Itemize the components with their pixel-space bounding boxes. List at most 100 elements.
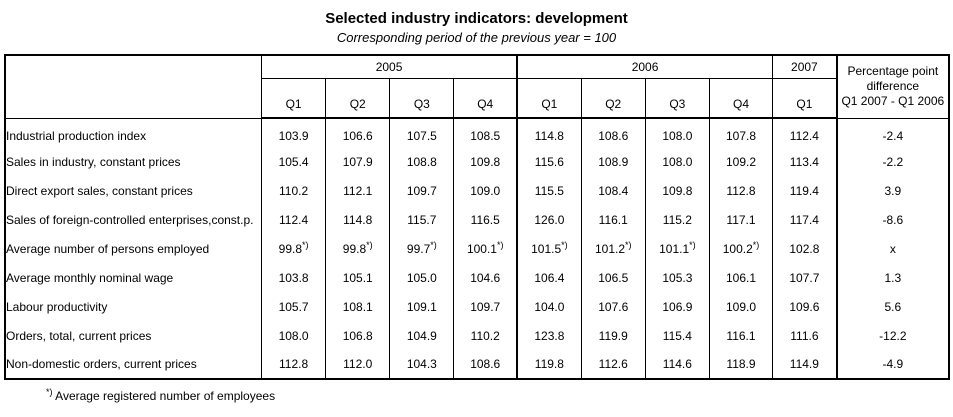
- col-header-2005-q1: Q1: [261, 78, 326, 119]
- diff-header-line: Q1 2007 - Q1 2006: [841, 94, 945, 109]
- value-cell: 99.8*): [325, 234, 390, 263]
- footnote-marker: *): [366, 239, 373, 250]
- diff-cell: -2.2: [835, 147, 949, 176]
- footnote-marker: *): [430, 239, 437, 250]
- value-cell: 107.9: [325, 147, 390, 176]
- value-cell: 115.5: [516, 176, 582, 205]
- value-cell: 99.7*): [389, 234, 454, 263]
- value-cell: 112.1: [325, 176, 390, 205]
- col-header-2007-q1: Q1: [772, 78, 837, 119]
- diff-cell: 5.6: [835, 292, 949, 321]
- value-cell: 109.8: [644, 176, 710, 205]
- table-row: Non-domestic orders, current prices 112.8…: [5, 350, 949, 379]
- stub-header-cell: [5, 55, 262, 119]
- value-cell: 119.8: [516, 350, 582, 379]
- diff-header-line: difference: [866, 79, 920, 94]
- value-cell: 101.2*): [580, 234, 646, 263]
- value-cell: 109.0: [708, 292, 773, 321]
- table-row: Sales of foreign-controlled enterprises,…: [5, 205, 949, 234]
- diff-cell: 3.9: [835, 176, 949, 205]
- footnote-marker: *): [302, 239, 309, 250]
- value-cell: 103.8: [261, 263, 326, 292]
- table-row: Industrial production index 103.9 106.6 107…: [5, 118, 949, 147]
- value-cell: 112.4: [261, 205, 326, 234]
- value-cell: 104.3: [389, 350, 454, 379]
- value-cell: 101.5*): [516, 234, 582, 263]
- value-cell: 106.8: [325, 321, 390, 350]
- diff-cell: -12.2: [835, 321, 949, 350]
- value-cell: 112.4: [772, 118, 837, 147]
- value-cell: 114.8: [516, 118, 582, 147]
- value-cell: 103.9: [261, 118, 326, 147]
- table-row: Labour productivity 105.7 108.1 109.1 109.7 1…: [5, 292, 949, 321]
- value-cell: 126.0: [516, 205, 582, 234]
- value-cell: 112.0: [325, 350, 390, 379]
- value-cell: 108.8: [389, 147, 454, 176]
- row-label: Industrial production index: [6, 128, 147, 143]
- value-cell: 107.5: [389, 118, 454, 147]
- row-label: Labour productivity: [6, 299, 108, 314]
- value-cell: 107.8: [708, 118, 773, 147]
- table-body: Industrial production index 103.9 106.6 107…: [5, 118, 949, 379]
- value-cell: 109.7: [389, 176, 454, 205]
- value-cell: 115.4: [644, 321, 710, 350]
- value-cell: 113.4: [772, 147, 837, 176]
- value-cell: 110.2: [453, 321, 518, 350]
- value-cell: 104.9: [389, 321, 454, 350]
- footnote-marker: *): [561, 239, 568, 250]
- diff-cell: 1.3: [835, 263, 949, 292]
- value-cell: 108.9: [580, 147, 646, 176]
- value-cell: 100.1*): [453, 234, 518, 263]
- value-cell: 105.3: [644, 263, 710, 292]
- value-cell: 114.6: [644, 350, 710, 379]
- value-cell: 116.1: [708, 321, 773, 350]
- value-cell: 107.6: [580, 292, 646, 321]
- value-cell: 105.0: [389, 263, 454, 292]
- diff-cell: -8.6: [835, 205, 949, 234]
- value-cell: 100.2*): [708, 234, 773, 263]
- value-cell: 106.1: [708, 263, 773, 292]
- row-label: Direct export sales, constant prices: [6, 183, 193, 198]
- year-header-2007: 2007: [772, 55, 837, 79]
- col-header-2005-q3: Q3: [389, 78, 454, 119]
- value-cell: 114.9: [772, 350, 837, 379]
- value-cell: 106.6: [325, 118, 390, 147]
- value-cell: 117.4: [772, 205, 837, 234]
- value-cell: 105.1: [325, 263, 390, 292]
- value-cell: 109.6: [772, 292, 837, 321]
- col-header-2006-q4: Q4: [708, 78, 773, 119]
- footnote-marker: *): [752, 239, 760, 250]
- value-cell: 110.2: [261, 176, 326, 205]
- value-cell: 119.4: [772, 176, 837, 205]
- value-cell: 104.0: [516, 292, 582, 321]
- table-row: Average number of persons employed 99.8*)…: [5, 234, 949, 263]
- value-cell: 115.6: [516, 147, 582, 176]
- table-row: Average monthly nominal wage 103.8 105.1 10…: [5, 263, 949, 292]
- col-header-2006-q3: Q3: [644, 78, 710, 119]
- value-cell: 118.9: [708, 350, 773, 379]
- header-row-years: 2005 2006 2007 Percentage point difference Q1…: [5, 55, 949, 119]
- value-cell: 109.1: [389, 292, 454, 321]
- value-cell: 102.8: [772, 234, 837, 263]
- table-row: Direct export sales, constant prices 110.…: [5, 176, 949, 205]
- table-row: Sales in industry, constant prices 105.4 1…: [5, 147, 949, 176]
- value-cell: 106.4: [516, 263, 582, 292]
- diff-header-cell: Percentage point difference Q1 2007 - Q1 2…: [835, 55, 949, 119]
- value-cell: 114.8: [325, 205, 390, 234]
- col-header-2006-q1: Q1: [516, 78, 582, 119]
- value-cell: 112.6: [580, 350, 646, 379]
- value-cell: 109.0: [453, 176, 518, 205]
- value-cell: 117.1: [708, 205, 773, 234]
- value-cell: 108.4: [580, 176, 646, 205]
- table-header: 2005 2006 2007 Percentage point difference Q1…: [5, 55, 949, 119]
- footnote-text: Average registered number of employees: [55, 389, 276, 403]
- value-cell: 108.0: [644, 118, 710, 147]
- page-subtitle: Corresponding period of the previous yea…: [336, 30, 617, 45]
- footnote-marker: *): [689, 239, 696, 250]
- row-label: Average monthly nominal wage: [6, 270, 174, 285]
- indicators-table: 2005 2006 2007 Percentage point difference Q1…: [4, 54, 950, 380]
- value-cell: 116.5: [453, 205, 518, 234]
- row-label: Orders, total, current prices: [6, 328, 152, 343]
- value-cell: 104.6: [453, 263, 518, 292]
